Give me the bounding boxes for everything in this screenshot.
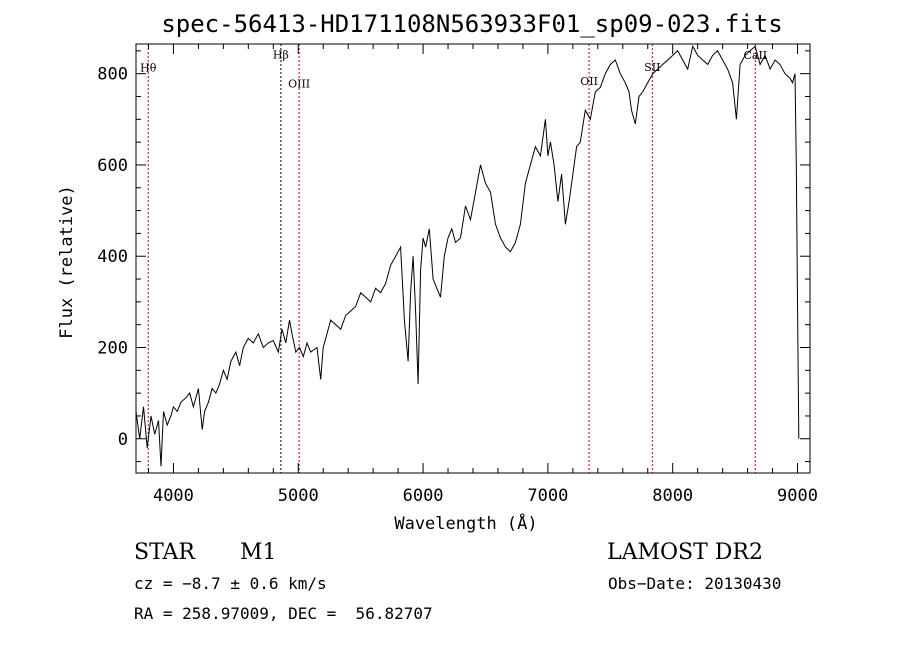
x-tick-label: 7000	[527, 486, 568, 506]
chart-title: spec-56413-HD171108N563933F01_sp09-023.f…	[161, 10, 782, 38]
line-marker-label: OIII	[288, 77, 310, 90]
x-tick-label: 8000	[652, 486, 693, 506]
y-tick-label: 800	[97, 65, 128, 85]
object-subclass: M1	[240, 540, 277, 565]
plot-frame	[135, 43, 811, 474]
coordinates: RA = 258.97009, DEC = 56.82707	[134, 604, 433, 623]
survey-name: LAMOST DR2	[607, 540, 763, 565]
x-tick-label: 4000	[153, 486, 194, 506]
y-tick-label: 0	[118, 430, 128, 450]
x-axis-label: Wavelength (Å)	[394, 512, 537, 534]
x-tick-label: 6000	[403, 486, 444, 506]
axis-ticks: 4000 5000 6000 7000 8000 9000 0 200 400 600 800	[97, 44, 818, 506]
redshift-text: cz = −8.7 ± 0.6 km/s	[134, 574, 327, 593]
line-marker-label: SII	[644, 61, 660, 74]
line-marker-label: OII	[580, 75, 598, 88]
line-marker-label: CaII	[743, 49, 767, 62]
line-marker-label: Hθ	[140, 61, 157, 74]
x-tick-label: 5000	[278, 486, 319, 506]
y-tick-label: 200	[97, 338, 128, 358]
emission-line-markers: Hθ Hβ OIII OII SII CaII	[140, 44, 767, 473]
y-axis-label: Flux (relative)	[57, 185, 77, 339]
spectrum-line	[135, 44, 800, 467]
y-tick-label: 600	[97, 156, 128, 176]
obs-date: Obs−Date: 20130430	[608, 574, 782, 593]
line-marker-label: Hβ	[273, 49, 289, 62]
object-type: STAR	[134, 540, 195, 565]
x-tick-label: 9000	[777, 486, 818, 506]
y-tick-label: 400	[97, 247, 128, 267]
